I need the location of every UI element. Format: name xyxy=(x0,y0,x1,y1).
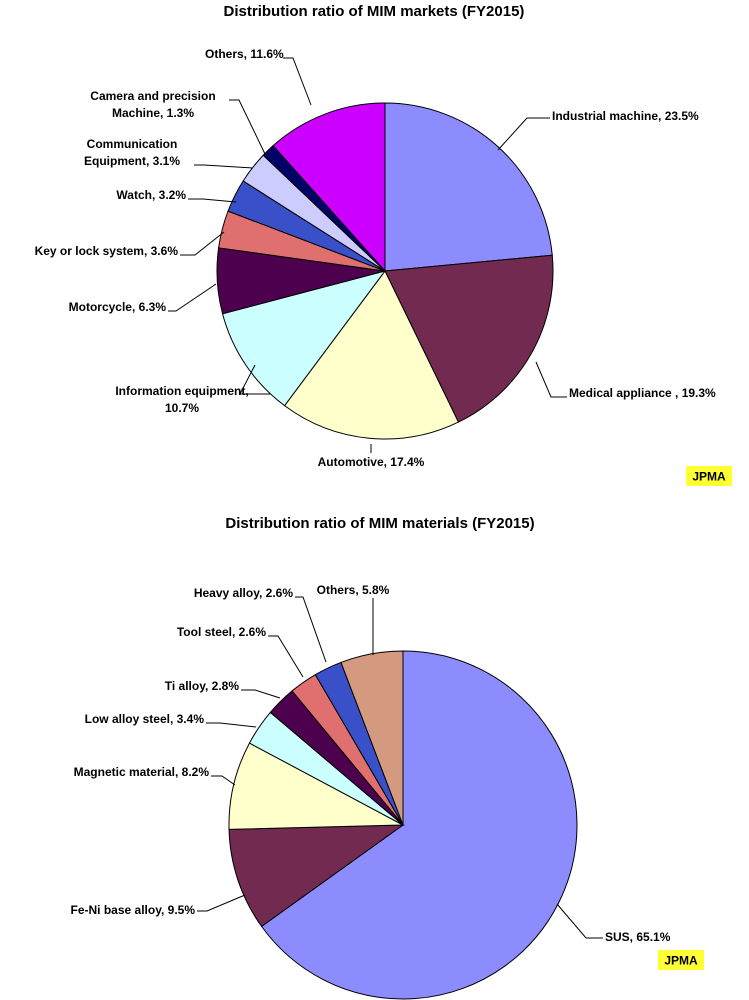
chart-title: Distribution ratio of MIM markets (FY201… xyxy=(224,3,525,20)
pie-slice xyxy=(384,102,553,272)
leader-line xyxy=(168,283,217,312)
pie-chart-2: Distribution ratio of MIM materials (FY2… xyxy=(71,515,704,1000)
slice-label: Industrial machine, 23.5% xyxy=(552,109,699,123)
leader-line xyxy=(241,689,281,699)
slice-label: 10.7% xyxy=(165,401,199,415)
leader-line xyxy=(180,231,225,256)
slice-label: Tool steel, 2.6% xyxy=(177,625,266,639)
slice-label: SUS, 65.1% xyxy=(605,930,671,944)
slice-label: Fe-Ni base alloy, 9.5% xyxy=(71,903,196,917)
leader-line xyxy=(295,596,327,663)
pie-chart-1: Distribution ratio of MIM markets (FY201… xyxy=(35,3,732,486)
pie-slice xyxy=(340,650,404,826)
pie-slice xyxy=(228,824,405,928)
slice-label: Key or lock system, 3.6% xyxy=(35,244,179,258)
slice-label: Equipment, 3.1% xyxy=(84,154,180,168)
slice-label: Information equipment, xyxy=(115,384,248,398)
leader-line xyxy=(268,635,304,678)
slice-label: Automotive, 17.4% xyxy=(318,455,425,469)
slice-label: Watch, 3.2% xyxy=(116,188,186,202)
leader-line xyxy=(206,722,257,728)
slice-label: Heavy alloy, 2.6% xyxy=(194,586,294,600)
leader-line xyxy=(188,198,237,203)
pie-slice xyxy=(228,742,405,830)
leader-line xyxy=(229,99,266,155)
jpma-badge-label: JPMA xyxy=(692,470,726,484)
leader-line xyxy=(197,894,246,912)
slice-label: Others, 5.8% xyxy=(317,583,390,597)
slice-label: Others, 11.6% xyxy=(205,47,284,61)
leader-line xyxy=(194,164,254,169)
chart-title: Distribution ratio of MIM materials (FY2… xyxy=(225,515,534,532)
jpma-badge xyxy=(686,466,732,486)
leader-line xyxy=(283,57,312,106)
slice-label: Camera and precision xyxy=(90,89,215,103)
jpma-badge-label: JPMA xyxy=(664,954,698,968)
slice-label: Motorcycle, 6.3% xyxy=(69,300,167,314)
leader-line xyxy=(535,361,567,398)
pie-slice xyxy=(283,270,460,440)
pie-slice xyxy=(221,270,387,407)
leader-line xyxy=(239,364,270,395)
leader-line xyxy=(556,903,603,939)
slice-label: Communication xyxy=(87,137,178,151)
slice-label: Magnetic material, 8.2% xyxy=(74,765,210,779)
slice-label: Medical appliance , 19.3% xyxy=(569,386,716,400)
slice-label: Ti alloy, 2.8% xyxy=(165,679,240,693)
slice-label: Low alloy steel, 3.4% xyxy=(85,712,205,726)
leader-line xyxy=(211,775,236,786)
leader-line xyxy=(497,117,550,151)
pie-slice xyxy=(384,254,554,423)
pie-slice xyxy=(272,102,386,273)
slice-label: Machine, 1.3% xyxy=(112,106,194,120)
jpma-badge xyxy=(658,950,704,970)
